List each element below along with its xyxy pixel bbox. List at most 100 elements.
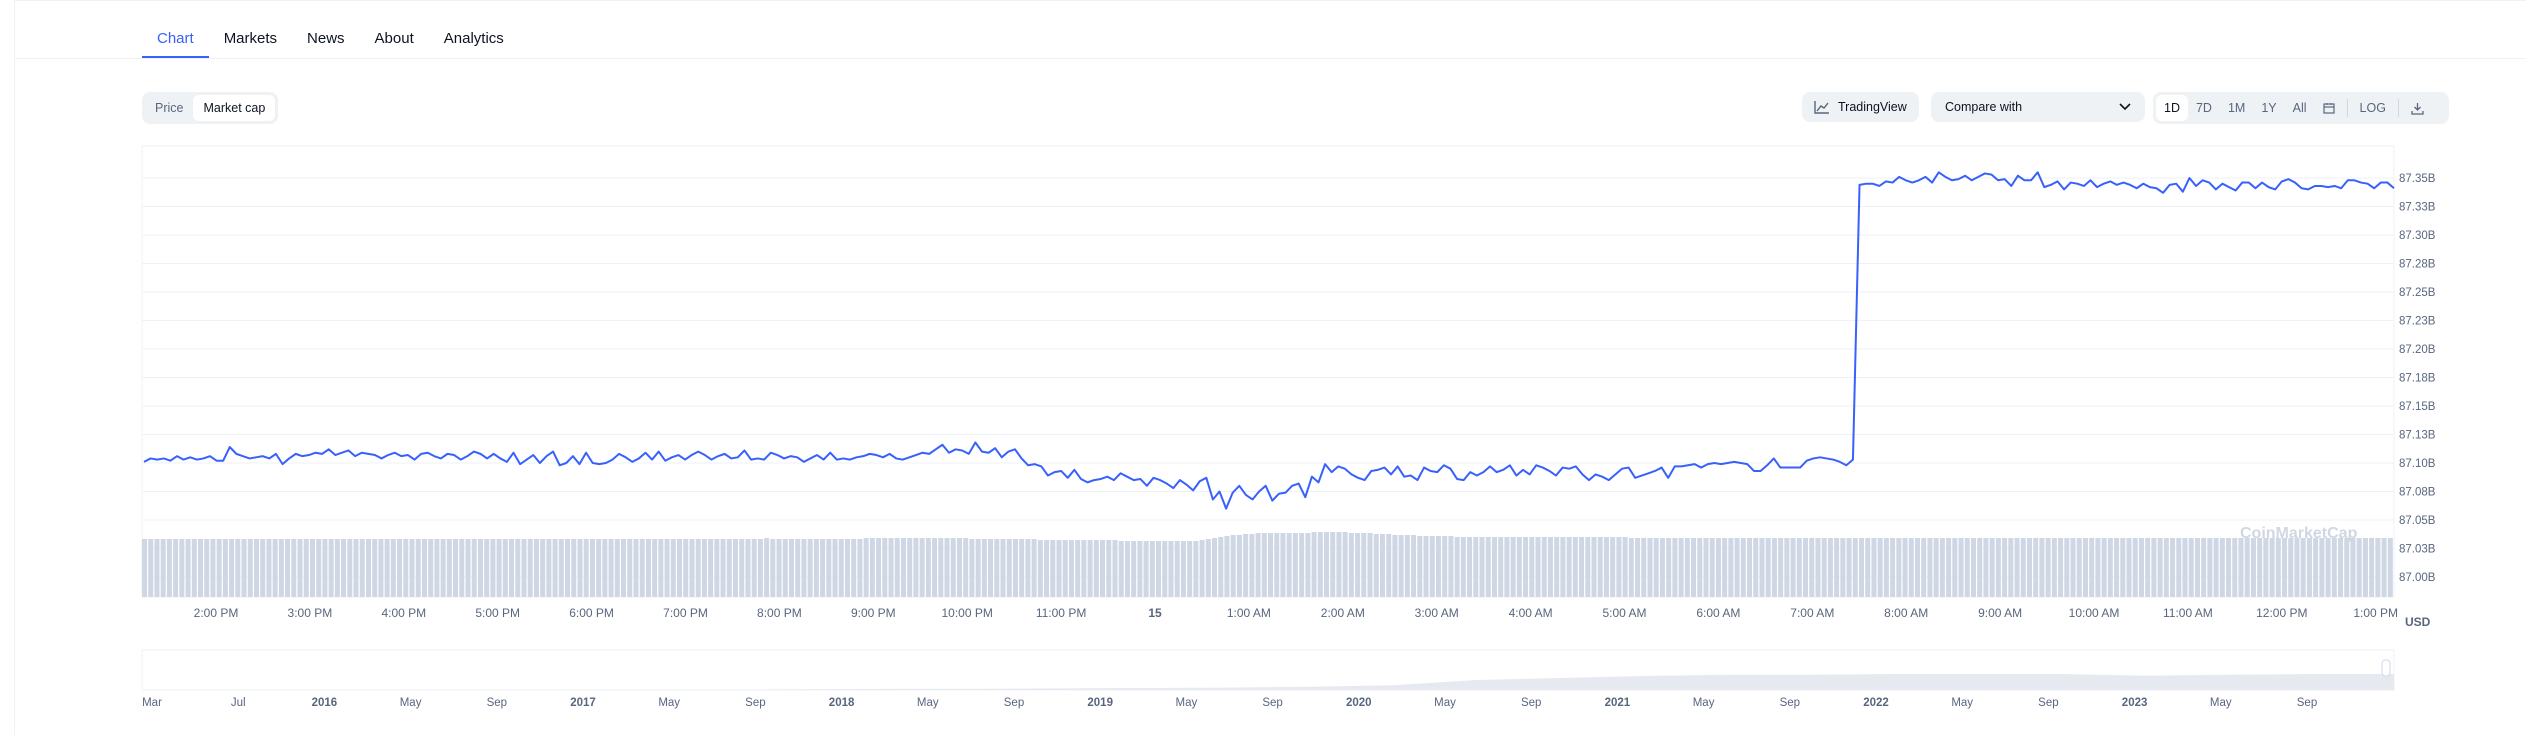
volume-bar [1846,538,1852,597]
volume-bar [297,539,303,597]
navigator-tick-label: 2018 [829,697,855,709]
range-1d-button[interactable]: 1D [2156,95,2188,121]
tab-analytics[interactable]: Analytics [443,30,504,47]
volume-bar [2170,538,2176,597]
volume-bar [397,539,403,597]
volume-bar [602,539,608,597]
volume-bar [2362,538,2368,597]
x-tick-label: 11:00 AM [2163,606,2213,620]
content-frame [14,0,2526,735]
x-tick-label: 8:00 PM [757,606,802,620]
volume-bar [2120,538,2126,597]
volume-bar [1118,541,1124,597]
volume-bar [2132,538,2138,597]
volume-bar [2064,538,2070,597]
volume-bar [1243,534,1249,597]
volume-bar [1877,538,1883,597]
x-tick-label: 3:00 AM [1415,606,1459,620]
volume-bar [1268,533,1274,597]
volume-bar [440,539,446,597]
volume-bar [2226,538,2232,597]
volume-bar [683,539,689,597]
volume-bar [1908,538,1914,597]
tradingview-button[interactable]: TradingView [1802,92,1919,122]
tab-markets[interactable]: Markets [223,30,278,47]
volume-bar [757,539,763,597]
log-scale-button[interactable]: LOG [2359,101,2386,115]
range-1y-button[interactable]: 1Y [2261,101,2277,115]
volume-bar [1722,538,1728,597]
range-1m-button[interactable]: 1M [2227,101,2246,115]
compare-with-select[interactable]: Compare with [1931,92,2145,122]
volume-bar [365,539,371,597]
volume-bar [1143,541,1149,597]
volume-bar [459,539,465,597]
volume-bar [2101,538,2107,597]
tab-bar: Chart Markets News About Analytics [142,22,519,58]
toolbar-separator [2346,99,2348,117]
volume-bar [1373,534,1379,597]
volume-bar [1454,537,1460,597]
download-icon[interactable] [2403,98,2432,119]
volume-bar [552,539,558,597]
volume-bar [925,538,931,597]
volume-bar [1323,532,1330,597]
volume-bar [1933,538,1939,597]
volume-bar [1075,540,1081,597]
chevron-down-icon [2119,103,2131,111]
y-tick-label: 87.10B [2399,458,2436,470]
volume-bar [2344,538,2350,597]
tradingview-label: TradingView [1838,100,1907,114]
volume-bar [2257,538,2263,597]
volume-bar [191,539,197,597]
volume-bar [975,539,981,597]
volume-bar [540,539,546,597]
volume-bar [229,539,235,597]
volume-bar [1087,540,1093,597]
volume-bar [608,539,614,597]
y-tick-label: 87.28B [2399,259,2436,271]
tab-about[interactable]: About [374,30,414,47]
metric-market-cap-button[interactable]: Market cap [193,95,276,121]
volume-bar [453,539,459,597]
volume-bar [2126,538,2132,597]
volume-bar [2138,538,2144,597]
tab-divider [14,58,2526,59]
metric-price-button[interactable]: Price [155,101,184,115]
navigator-tick-label: May [400,697,422,709]
volume-bar [1921,538,1927,597]
volume-bar [2244,538,2250,597]
line-chart-icon [1814,101,1829,114]
volume-bar [677,539,683,597]
volume-bar [1902,538,1908,597]
volume-bar [1659,538,1665,597]
navigator-tick-label: May [658,697,680,709]
volume-bar [2095,538,2101,597]
volume-bar [154,539,160,597]
volume-bar [1355,533,1361,597]
volume-bar [1199,540,1205,597]
tab-news[interactable]: News [307,30,345,47]
range-all-button[interactable]: All [2292,101,2307,115]
volume-bar [316,539,322,597]
volume-bar [166,539,172,597]
volume-bar [2282,538,2288,597]
volume-bar [247,539,253,597]
navigator-tick-label: Sep [1780,697,1800,709]
navigator-tick-label: 2023 [2122,697,2148,709]
volume-bar [1062,540,1068,597]
range-7d-button[interactable]: 7D [2195,101,2212,115]
y-tick-label: 87.25B [2399,287,2436,299]
volume-bar [869,538,875,597]
tab-chart[interactable]: Chart [142,22,209,58]
y-unit-label: USD [2405,615,2431,629]
navigator-tick-label: 2016 [312,697,338,709]
volume-bar [341,539,347,597]
volume-bar [1834,538,1840,597]
volume-bar [1597,537,1603,597]
calendar-icon[interactable] [2315,98,2343,118]
volume-bar [907,538,913,597]
volume-bar [913,538,919,597]
volume-bar [589,539,595,597]
y-tick-label: 87.08B [2399,487,2436,499]
